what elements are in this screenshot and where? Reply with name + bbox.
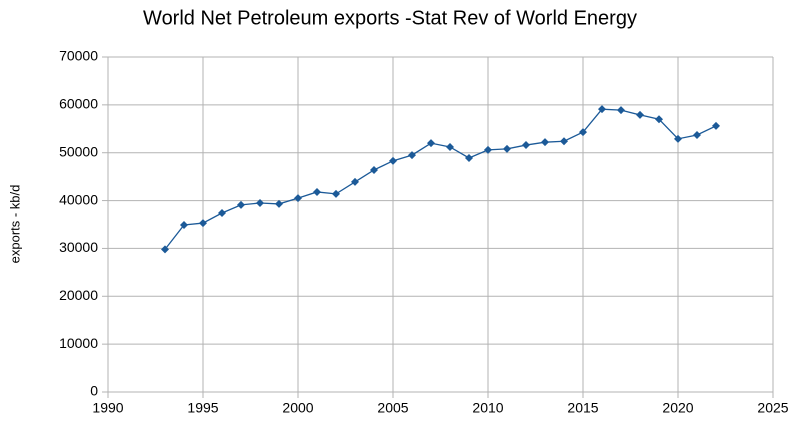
data-point (617, 106, 625, 115)
y-tick-label: 70000 (59, 48, 98, 64)
data-point (674, 134, 682, 143)
data-point (712, 121, 720, 130)
x-tick-label: 2010 (472, 400, 503, 416)
y-tick-label: 0 (90, 383, 98, 399)
y-tick-label: 10000 (59, 335, 98, 351)
data-point (693, 131, 701, 140)
x-tick-label: 2000 (282, 400, 313, 416)
data-point (427, 139, 435, 148)
data-point (275, 199, 283, 208)
data-point (351, 177, 359, 186)
data-point (199, 219, 207, 228)
data-point (484, 145, 492, 154)
y-tick-label: 40000 (59, 191, 98, 207)
y-tick-label: 20000 (59, 287, 98, 303)
data-point (446, 142, 454, 151)
y-tick-label: 30000 (59, 239, 98, 255)
data-point (237, 200, 245, 209)
x-tick-label: 2020 (662, 400, 693, 416)
data-point (541, 138, 549, 147)
data-point (522, 141, 530, 150)
x-tick-label: 2005 (377, 400, 408, 416)
y-axis-label: exports - kb/d (7, 185, 22, 264)
x-tick-label: 2025 (757, 400, 788, 416)
data-point (180, 220, 188, 229)
data-point (161, 245, 169, 254)
y-tick-label: 60000 (59, 96, 98, 112)
data-point (313, 187, 321, 196)
data-point (256, 198, 264, 207)
data-point (598, 105, 606, 114)
x-tick-label: 1995 (187, 400, 218, 416)
data-point (579, 128, 587, 137)
data-point (560, 137, 568, 146)
data-point (408, 151, 416, 160)
y-tick-label: 50000 (59, 143, 98, 159)
data-point (636, 110, 644, 119)
chart-title: World Net Petroleum exports -Stat Rev of… (143, 7, 637, 29)
data-point (294, 194, 302, 203)
data-point (655, 115, 663, 124)
data-point (389, 156, 397, 165)
x-tick-label: 1990 (92, 400, 123, 416)
data-point (332, 189, 340, 198)
data-line (164, 108, 717, 250)
data-point (370, 165, 378, 174)
data-point (503, 144, 511, 153)
data-point (465, 153, 473, 162)
data-point (218, 209, 226, 218)
x-tick-label: 2015 (567, 400, 598, 416)
